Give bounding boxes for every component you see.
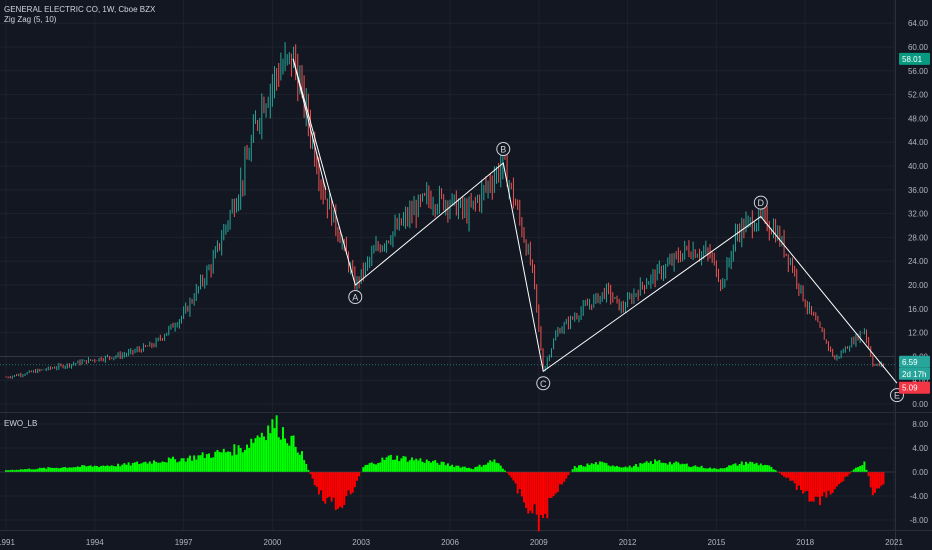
osc-tick-label: 0.00 — [912, 468, 928, 477]
wave-label-text: A — [352, 293, 358, 303]
price-tick-label: 28.00 — [908, 233, 929, 242]
wave-label-c: C — [536, 376, 551, 391]
time-tick-label: 2000 — [264, 538, 282, 547]
symbol-legend[interactable]: GENERAL ELECTRIC CO, 1W, Cboe BZX — [4, 5, 155, 15]
osc-tick-label: -8.00 — [910, 516, 929, 525]
target-price-badge: 58.01 — [899, 52, 930, 65]
osc-tick-label: 4.00 — [912, 444, 928, 453]
stop-price-badge-text: 5.09 — [902, 384, 918, 393]
time-tick-label: 1991 — [0, 538, 15, 547]
price-tick-label: 4.00 — [912, 376, 928, 385]
target-price-badge-bg — [899, 52, 930, 65]
price-tick-label: 56.00 — [908, 67, 929, 76]
price-tick-label: 44.00 — [908, 138, 929, 147]
price-tick-label: 64.00 — [908, 19, 929, 28]
wave-label-text: B — [500, 145, 506, 155]
time-axis: 1991 1994 1997 2000 2003 2006 2009 2012 2015 2018… — [0, 538, 903, 547]
osc-tick-label: -4.00 — [910, 492, 929, 501]
price-axis: 64.00 60.00 56.00 52.00 48.00 44.00 40.00 36.00… — [908, 19, 929, 409]
time-tick-label: 2012 — [619, 538, 637, 547]
zigzag-line — [292, 58, 898, 384]
target-price-badge-text: 58.01 — [902, 55, 923, 64]
symbol-line: GENERAL ELECTRIC CO, 1W, Cboe BZX — [4, 5, 156, 14]
last-price-badge-bg — [899, 355, 930, 368]
wave-label-text: E — [894, 391, 900, 401]
price-tick-label: 24.00 — [908, 257, 929, 266]
wave-label-b: B — [496, 142, 511, 157]
indicator-line: Zig Zag (5, 10) — [4, 15, 57, 24]
price-tick-label: 40.00 — [908, 162, 929, 171]
time-tick-label: 1997 — [175, 538, 193, 547]
wave-label-d: D — [753, 195, 768, 210]
last-price-badge: 6.59 — [899, 355, 930, 368]
time-tick-label: 2003 — [352, 538, 370, 547]
wave-label-circle — [536, 376, 551, 391]
indicator-legend[interactable]: Zig Zag (5, 10) — [4, 15, 56, 25]
countdown-badge-text: 2d 17h — [902, 370, 926, 379]
osc-axis: 8.00 4.00 0.00 -4.00 -8.00 — [910, 420, 929, 525]
wave-label-a: A — [348, 290, 363, 304]
time-tick-label: 1994 — [86, 538, 104, 547]
price-candles — [5, 42, 884, 379]
last-price-badge-text: 6.59 — [902, 358, 918, 367]
price-tick-label: 20.00 — [908, 281, 929, 290]
wave-label-circle — [753, 195, 768, 210]
oscillator-legend[interactable]: EWO_LB — [4, 419, 37, 429]
price-tick-label: 36.00 — [908, 186, 929, 195]
wave-label-circle — [348, 290, 363, 304]
price-tick-label: 16.00 — [908, 305, 929, 314]
countdown-badge-bg — [899, 367, 930, 380]
wave-label-circle — [496, 142, 511, 157]
price-tick-label: 32.00 — [908, 210, 929, 219]
time-tick-label: 2018 — [796, 538, 814, 547]
wave-label-text: C — [540, 379, 547, 389]
price-tick-label: 48.00 — [908, 114, 929, 123]
price-tick-label: 0.00 — [912, 400, 928, 409]
time-tick-label: 2015 — [708, 538, 726, 547]
time-tick-label: 2009 — [530, 538, 548, 547]
oscillator-label: EWO_LB — [4, 419, 38, 428]
stop-price-badge-bg — [899, 381, 930, 394]
price-tick-label: 12.00 — [908, 329, 929, 338]
time-tick-label: 2006 — [441, 538, 459, 547]
wave-label-text: D — [758, 198, 765, 208]
zigzag-segment — [292, 58, 327, 190]
stop-price-badge: 5.09 — [899, 381, 930, 394]
price-tick-label: 52.00 — [908, 91, 929, 100]
time-tick-label: 2021 — [885, 538, 903, 547]
oscillator-histogram — [5, 415, 885, 532]
countdown-badge: 2d 17h — [899, 367, 930, 380]
price-tick-label: 60.00 — [908, 43, 929, 52]
osc-tick-label: 8.00 — [912, 420, 928, 429]
